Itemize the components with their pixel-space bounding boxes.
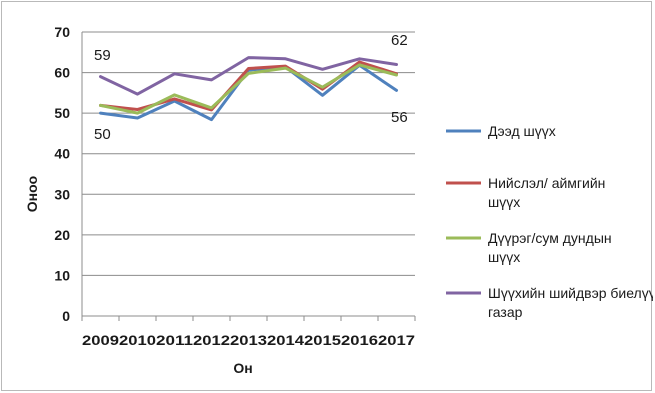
y-tick-label-0: 0 <box>62 308 70 324</box>
x-tick-label-2013: 2013 <box>230 332 267 348</box>
y-tick-label-30: 30 <box>54 186 70 202</box>
series-line-4 <box>99 56 398 96</box>
y-tick-label-40: 40 <box>54 146 70 162</box>
x-tick-label-2011: 2011 <box>156 332 193 348</box>
legend-label-4: Шүүхийн шийдвэр биелүүлэхгазар <box>488 285 653 320</box>
y-tick-label-20: 20 <box>54 227 70 243</box>
legend-item-2: Нийслэл/ аймгийн шүүх <box>446 175 605 210</box>
x-tick-label-2017: 2017 <box>378 332 415 348</box>
x-axis-title: Он <box>233 360 252 376</box>
data-label-2017-top: 62 <box>391 32 408 49</box>
y-axis-title: Оноо <box>24 176 40 212</box>
legend-label-1: Дээд шүүх <box>488 123 556 139</box>
legend-label-3: Дүүрэг/сум дундын шүүх <box>488 230 612 265</box>
legend-item-4: Шүүхийн шийдвэр биелүүлэхгазар <box>446 285 653 320</box>
series-line-3 <box>99 63 398 115</box>
y-tick-label-50: 50 <box>54 105 70 121</box>
y-axis-tick-labels: 0 10 20 30 40 50 60 70 <box>54 24 70 324</box>
data-label-2009-bottom: 50 <box>94 126 111 143</box>
x-axis-tick-labels: 2009 2010 2011 2012 2013 2014 2015 2016 2017 <box>82 332 415 348</box>
data-labels: 59 50 62 56 <box>94 32 408 143</box>
data-label-2009-top: 59 <box>94 47 111 64</box>
legend: Дээд шүүх Нийслэл/ аймгийн шүүх Дүүрэг/сум … <box>446 123 653 320</box>
x-tick-label-2016: 2016 <box>341 332 378 348</box>
x-tick-label-2012: 2012 <box>193 332 230 348</box>
x-tick-label-2010: 2010 <box>119 332 156 348</box>
data-label-2017-bottom: 56 <box>391 109 408 126</box>
series-lines <box>99 56 398 122</box>
y-tick-label-70: 70 <box>54 24 70 40</box>
y-tick-label-10: 10 <box>54 267 70 283</box>
legend-item-1: Дээд шүүх <box>446 123 556 139</box>
x-tick-label-2014: 2014 <box>267 332 304 348</box>
x-tick-label-2015: 2015 <box>304 332 341 348</box>
x-tick-label-2009: 2009 <box>82 332 119 348</box>
y-tick-label-60: 60 <box>54 65 70 81</box>
legend-item-3: Дүүрэг/сум дундын шүүх <box>446 230 612 265</box>
legend-label-2: Нийслэл/ аймгийн шүүх <box>488 175 605 210</box>
